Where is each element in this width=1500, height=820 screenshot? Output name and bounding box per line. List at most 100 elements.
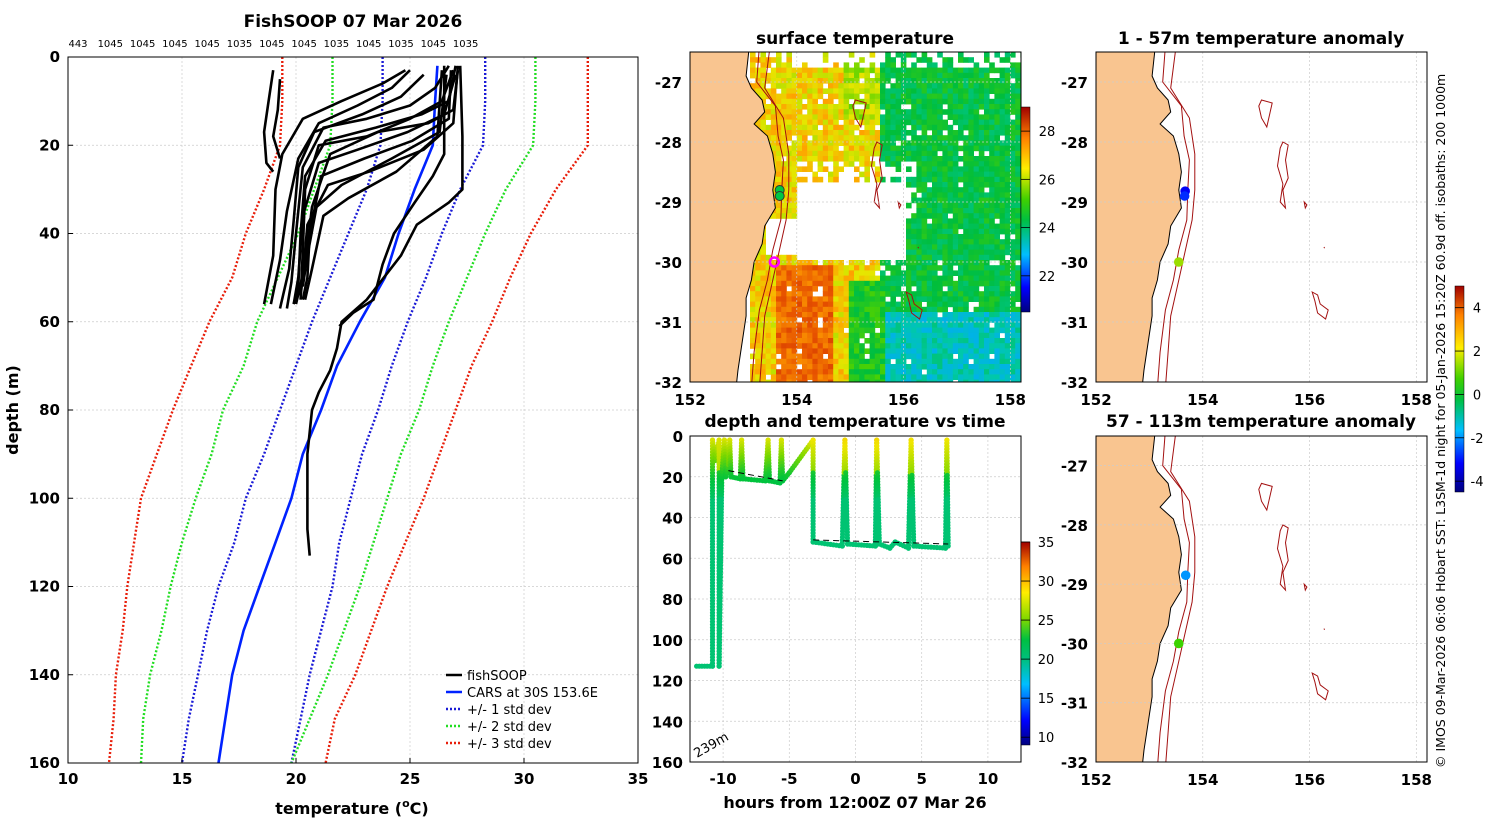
- sst-cell: [760, 88, 766, 94]
- sst-cell: [906, 275, 912, 282]
- sst-cell: [900, 156, 907, 162]
- lat-tick-label: -32: [655, 374, 682, 392]
- sst-cell: [937, 317, 943, 323]
- sst-cell: [999, 208, 1006, 214]
- sst-cell: [770, 291, 777, 297]
- sst-cell: [952, 322, 959, 328]
- sst-cell: [796, 312, 803, 318]
- sst-cell: [817, 109, 824, 115]
- sst-cell: [937, 176, 943, 183]
- sst-cell: [786, 208, 792, 214]
- sst-cell: [958, 338, 964, 344]
- sst-cell: [776, 202, 782, 209]
- sst-cell: [994, 249, 1000, 256]
- sst-cell: [952, 239, 959, 245]
- sst-cell: [952, 280, 959, 287]
- legend-std3: +/- 3 std dev: [467, 737, 552, 752]
- sst-cell: [869, 270, 876, 276]
- sst-cell: [947, 296, 954, 302]
- series-fish: [285, 65, 450, 309]
- sst-cell: [807, 332, 813, 339]
- sst-cell: [817, 83, 824, 89]
- sst-cell: [843, 306, 850, 313]
- sst-cell: [828, 124, 834, 131]
- sst-cell: [770, 145, 777, 152]
- sst-cell: [791, 327, 798, 334]
- sst-cell: [921, 332, 928, 339]
- sst-cell: [999, 130, 1006, 136]
- sst-cell: [833, 332, 839, 339]
- sst-cell: [916, 150, 922, 157]
- sst-cell: [921, 130, 928, 136]
- sst-cell: [900, 67, 907, 74]
- sst-cell: [1015, 270, 1021, 276]
- sst-cell: [791, 364, 798, 370]
- sst-cell: [900, 348, 907, 354]
- sst-cell: [833, 93, 839, 100]
- sst-cell: [984, 130, 990, 136]
- sst-cell: [859, 374, 865, 380]
- sst-cell: [978, 322, 985, 328]
- sst-cell: [932, 156, 938, 162]
- sst-cell: [937, 364, 943, 370]
- sst-cell: [843, 124, 850, 131]
- sst-cell: [921, 254, 928, 261]
- sst-cell: [916, 208, 922, 214]
- sst-cell: [921, 93, 928, 100]
- sst-cell: [791, 332, 798, 339]
- sst-cell: [906, 182, 912, 188]
- sst-cell: [947, 239, 954, 245]
- sst-cell: [926, 379, 933, 382]
- sst-cell: [952, 260, 959, 266]
- sst-cell: [989, 213, 995, 219]
- sst-cell: [895, 67, 902, 74]
- sst-cell: [911, 145, 917, 152]
- sst-cell: [999, 358, 1006, 365]
- sst-cell: [770, 296, 777, 302]
- sst-cell: [952, 192, 959, 198]
- sst-cell: [911, 348, 917, 354]
- sst-cell: [994, 280, 1000, 287]
- sst-cell: [958, 327, 964, 334]
- sst-cell: [932, 145, 938, 152]
- sst-cell: [770, 265, 777, 271]
- sst-cell: [770, 150, 777, 157]
- sst-cell: [880, 286, 886, 292]
- sst-cell: [947, 254, 954, 261]
- sst-cell: [843, 332, 850, 339]
- sst-cell: [843, 291, 850, 297]
- sst-cell: [1010, 150, 1016, 157]
- sst-cell: [765, 358, 772, 365]
- sst-cell: [848, 306, 855, 313]
- sst-cell: [916, 374, 922, 380]
- sst-cell: [1004, 182, 1011, 188]
- sst-cell: [916, 369, 922, 375]
- sst-cell: [932, 182, 938, 188]
- sst-cell: [947, 374, 954, 380]
- sst-cell: [1015, 98, 1021, 105]
- sst-cell: [812, 72, 818, 79]
- sst-cell: [911, 234, 917, 240]
- sst-cell: [984, 234, 990, 240]
- colorbar-tick-label: 22: [1039, 270, 1056, 285]
- sst-cell: [786, 83, 792, 89]
- sst-cell: [963, 67, 969, 74]
- sst-cell: [755, 348, 761, 354]
- sst-cell: [937, 182, 943, 188]
- sst-cell: [911, 124, 917, 131]
- sst-cell: [932, 124, 938, 131]
- sst-cell: [880, 353, 886, 360]
- sst-cell: [1004, 364, 1011, 370]
- sst-cell: [926, 98, 933, 105]
- sst-cell: [916, 171, 922, 178]
- sst-cell: [973, 369, 980, 375]
- sst-cell: [958, 348, 964, 354]
- sst-cell: [791, 119, 798, 126]
- sst-cell: [859, 286, 865, 292]
- sst-cell: [880, 119, 886, 126]
- sst-cell: [885, 150, 891, 157]
- sst-cell: [921, 348, 928, 354]
- sst-cell: [958, 301, 964, 308]
- sst-cell: [1010, 124, 1016, 131]
- sst-cell: [973, 312, 980, 318]
